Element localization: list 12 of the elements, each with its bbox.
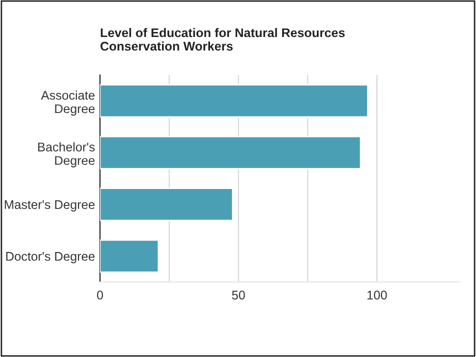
x-tick-label: 50 [232, 290, 245, 300]
y-tick-label: Master's Degree [4, 200, 95, 212]
bar [100, 239, 160, 273]
bar [100, 136, 362, 170]
bar [100, 188, 234, 222]
bar [100, 84, 368, 118]
x-tick-label: 0 [97, 290, 103, 300]
chart-title: Level of Education for Natural Resources Conservation Workers [100, 28, 345, 51]
y-tick-label: Bachelor's Degree [38, 142, 95, 168]
x-tick-label: 100 [367, 290, 387, 300]
y-tick-label: Doctor's Degree [6, 252, 95, 264]
y-tick-label: Associate Degree [40, 90, 95, 116]
